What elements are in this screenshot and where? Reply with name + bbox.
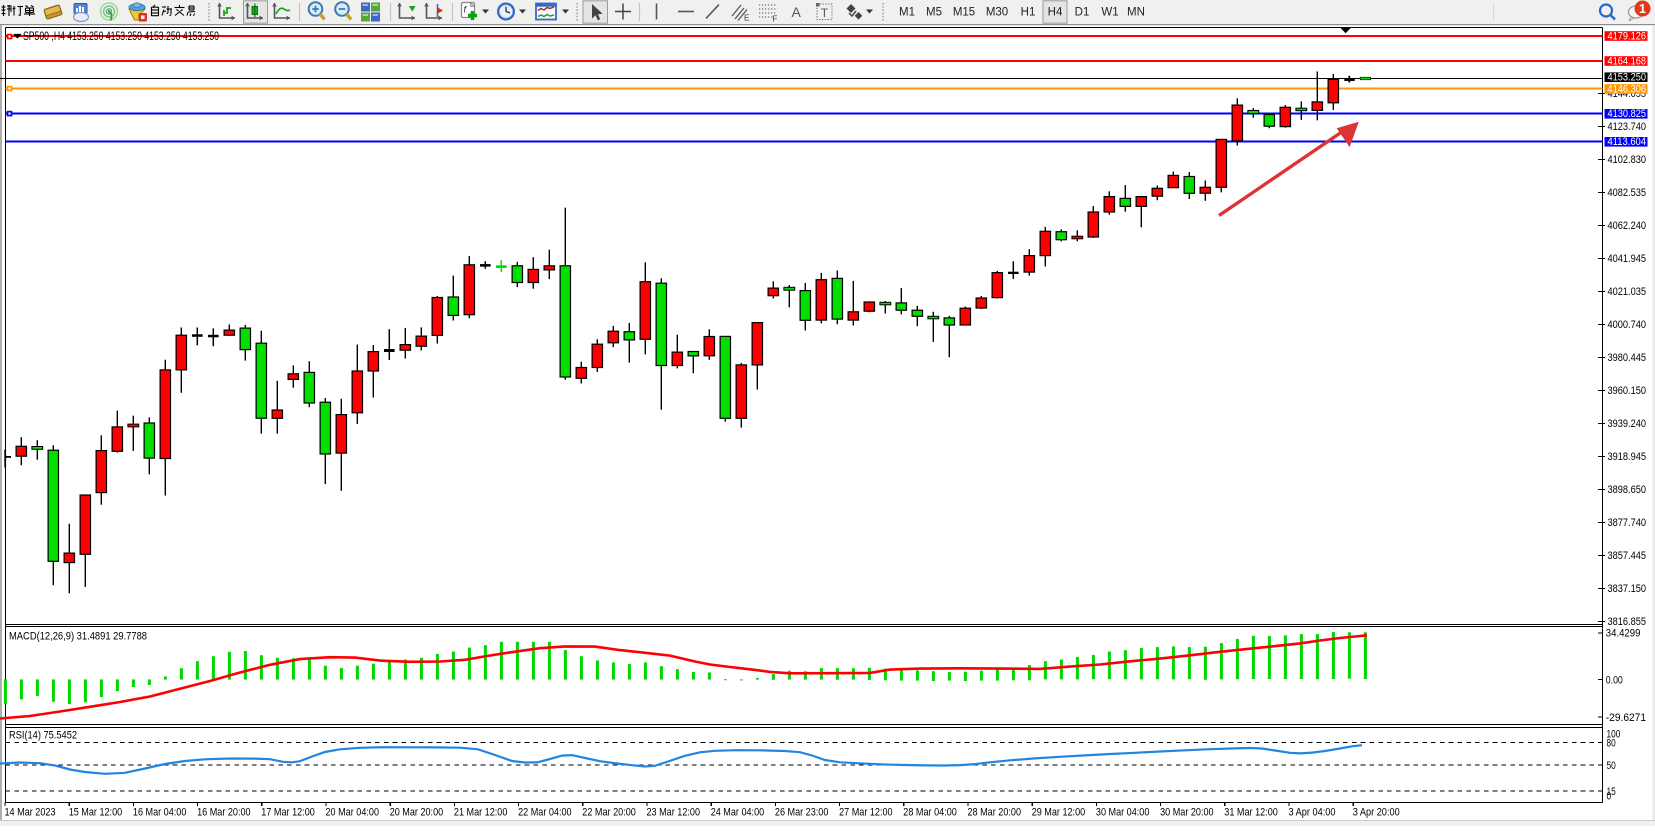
svg-text:23 Mar 12:00: 23 Mar 12:00 (647, 807, 701, 819)
svg-text:M15: M15 (953, 7, 975, 19)
svg-text:4000.740: 4000.740 (1608, 319, 1647, 331)
svg-text:28 Mar 20:00: 28 Mar 20:00 (968, 807, 1022, 819)
svg-text:16 Mar 20:00: 16 Mar 20:00 (197, 807, 251, 819)
svg-text:15 Mar 12:00: 15 Mar 12:00 (69, 807, 123, 819)
svg-text:3939.240: 3939.240 (1608, 418, 1647, 430)
svg-text:SP500 ,H4 4153.250 4153.250 4: SP500 ,H4 4153.250 4153.250 4153.250 415… (23, 29, 219, 43)
svg-text:F: F (773, 15, 778, 24)
svg-text:4113.604: 4113.604 (1608, 136, 1647, 148)
svg-text:34.4299: 34.4299 (1606, 628, 1641, 640)
svg-text:4153.250: 4153.250 (1608, 72, 1647, 84)
svg-text:26 Mar 23:00: 26 Mar 23:00 (775, 807, 829, 819)
svg-text:W1: W1 (1101, 7, 1118, 19)
svg-text:21 Mar 12:00: 21 Mar 12:00 (454, 807, 508, 819)
svg-text:H1: H1 (1021, 7, 1036, 19)
svg-text:4164.168: 4164.168 (1608, 55, 1647, 67)
svg-text:MACD(12,26,9) 31.4891 29.7788: MACD(12,26,9) 31.4891 29.7788 (9, 631, 147, 643)
svg-text:80: 80 (1607, 737, 1616, 749)
svg-text:17 Mar 12:00: 17 Mar 12:00 (261, 807, 315, 819)
svg-text:-29.6271: -29.6271 (1606, 712, 1646, 724)
svg-text:0: 0 (1607, 791, 1612, 803)
svg-text:20 Mar 20:00: 20 Mar 20:00 (390, 807, 444, 819)
svg-text:3837.150: 3837.150 (1608, 583, 1647, 595)
svg-text:4179.126: 4179.126 (1608, 30, 1647, 42)
svg-text:22 Mar 20:00: 22 Mar 20:00 (582, 807, 636, 819)
svg-text:M1: M1 (899, 7, 915, 19)
svg-text:D1: D1 (1075, 7, 1090, 19)
svg-text:4082.535: 4082.535 (1608, 187, 1647, 199)
svg-text:3 Apr 04:00: 3 Apr 04:00 (1289, 807, 1336, 819)
svg-text:20 Mar 04:00: 20 Mar 04:00 (326, 807, 380, 819)
svg-text:1: 1 (1639, 2, 1646, 16)
svg-text:3960.150: 3960.150 (1608, 385, 1647, 397)
svg-text:RSI(14) 75.5452: RSI(14) 75.5452 (9, 730, 77, 742)
svg-text:31 Mar 12:00: 31 Mar 12:00 (1224, 807, 1278, 819)
svg-text:16 Mar 04:00: 16 Mar 04:00 (133, 807, 187, 819)
svg-text:4123.740: 4123.740 (1608, 121, 1647, 133)
svg-text:4021.035: 4021.035 (1608, 286, 1647, 298)
svg-text:4146.306: 4146.306 (1608, 83, 1647, 95)
svg-text:E: E (744, 14, 749, 23)
svg-text:27 Mar 12:00: 27 Mar 12:00 (839, 807, 893, 819)
svg-text:22 Mar 04:00: 22 Mar 04:00 (518, 807, 572, 819)
svg-text:28 Mar 04:00: 28 Mar 04:00 (903, 807, 957, 819)
svg-text:4130.825: 4130.825 (1608, 108, 1647, 120)
svg-text:0.00: 0.00 (1606, 675, 1623, 687)
svg-text:30 Mar 04:00: 30 Mar 04:00 (1096, 807, 1150, 819)
svg-text:M30: M30 (986, 7, 1008, 19)
svg-text:30 Mar 20:00: 30 Mar 20:00 (1160, 807, 1214, 819)
svg-text:3857.445: 3857.445 (1608, 550, 1647, 562)
svg-text:M5: M5 (926, 7, 942, 19)
svg-text:4062.240: 4062.240 (1608, 220, 1647, 232)
svg-text:MN: MN (1127, 7, 1145, 19)
svg-text:14 Mar 2023: 14 Mar 2023 (5, 807, 56, 819)
svg-text:50: 50 (1607, 760, 1616, 772)
svg-text:A: A (792, 4, 802, 20)
svg-text:29 Mar 12:00: 29 Mar 12:00 (1032, 807, 1086, 819)
svg-text:3898.650: 3898.650 (1608, 484, 1647, 496)
svg-text:H4: H4 (1048, 7, 1063, 19)
svg-text:3980.445: 3980.445 (1608, 352, 1647, 364)
svg-text:3877.740: 3877.740 (1608, 517, 1647, 529)
svg-text:3 Apr 20:00: 3 Apr 20:00 (1353, 807, 1400, 819)
svg-text:3918.945: 3918.945 (1608, 451, 1647, 463)
svg-text:T: T (821, 6, 829, 20)
svg-text:3816.855: 3816.855 (1608, 616, 1647, 628)
svg-text:4102.830: 4102.830 (1608, 154, 1647, 166)
svg-text:24 Mar 04:00: 24 Mar 04:00 (711, 807, 765, 819)
svg-text:4041.945: 4041.945 (1608, 253, 1647, 265)
